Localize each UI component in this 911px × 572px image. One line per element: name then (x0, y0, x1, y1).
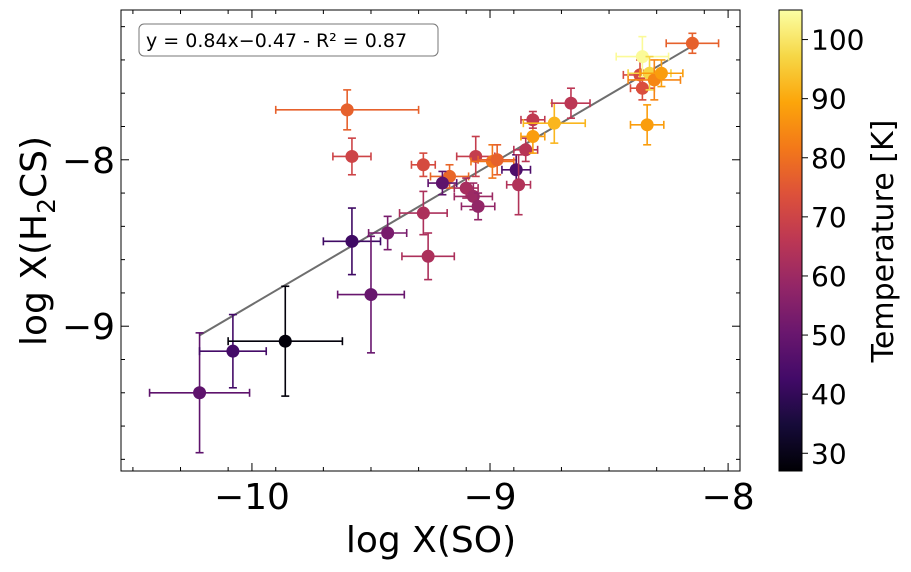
data-point-31 (629, 104, 665, 146)
point-marker (416, 158, 430, 172)
point-marker (635, 81, 649, 95)
data-point-5 (336, 235, 406, 354)
colorbar: 30 40 50 60 70 80 90 100 Temperature [K] (778, 9, 901, 472)
x-tick-label: −9 (463, 477, 516, 518)
data-point-4 (322, 207, 382, 276)
data-point-9 (410, 152, 437, 178)
data-point-34 (665, 32, 720, 55)
fit-legend: y = 0.84x−0.47 - R² = 0.87 (138, 23, 439, 57)
point-marker (193, 386, 207, 400)
point-marker (685, 36, 699, 50)
point-marker (226, 344, 240, 358)
point-marker (364, 288, 378, 302)
y-tick-label: −9 (62, 307, 115, 348)
data-point-8 (332, 137, 372, 176)
point-marker (519, 143, 533, 157)
fit-legend-box (138, 23, 439, 57)
colorbar-tick-label: 50 (811, 319, 847, 352)
point-marker (421, 249, 435, 263)
data-point-32 (627, 59, 682, 101)
colorbar-tick-label: 70 (811, 201, 847, 234)
data-point-6 (367, 215, 408, 251)
colorbar-tick-label: 90 (811, 83, 847, 116)
colorbar-ticks: 30 40 50 60 70 80 90 100 (802, 24, 864, 470)
point-marker (564, 96, 578, 110)
plot-frame (120, 9, 741, 472)
x-tick-label: −8 (702, 477, 755, 518)
colorbar-tick-label: 80 (811, 142, 847, 175)
point-marker (547, 116, 561, 130)
data-point-7 (274, 89, 420, 131)
data-point-17 (460, 192, 496, 221)
colorbar-tick-label: 30 (811, 437, 847, 470)
data-point-3 (227, 285, 344, 397)
data-point-21 (505, 153, 532, 216)
data-point-2 (198, 313, 268, 389)
point-marker (509, 163, 523, 177)
fit-line (199, 45, 693, 337)
point-marker (435, 176, 449, 190)
y-axis-label: log X(H2CS) (14, 136, 61, 346)
data-point-13 (427, 170, 458, 196)
point-marker (640, 118, 654, 132)
point-marker (345, 234, 359, 248)
y-axis: −9 −8 (62, 26, 740, 460)
colorbar-tick-label: 60 (811, 260, 847, 293)
point-marker (526, 113, 540, 127)
colorbar-label: Temperature [K] (866, 120, 901, 364)
point-marker (340, 103, 354, 117)
data-point-11 (398, 190, 448, 236)
point-marker (654, 66, 668, 80)
colorbar-tick-label: 100 (811, 24, 864, 57)
fit-legend-text: y = 0.84x−0.47 - R² = 0.87 (146, 30, 407, 52)
colorbar-tick-label: 40 (811, 378, 847, 411)
point-marker (512, 178, 526, 192)
point-marker (345, 149, 359, 163)
point-marker (490, 153, 504, 167)
x-tick-label: −10 (214, 477, 290, 518)
data-point-10 (401, 232, 456, 281)
y-tick-label: −8 (62, 141, 115, 182)
colorbar-gradient (778, 9, 803, 472)
point-marker (471, 199, 485, 213)
data-point-26 (551, 87, 591, 119)
point-marker (526, 129, 540, 143)
point-marker (635, 50, 649, 64)
data-point-33 (639, 59, 684, 88)
plot-area (148, 32, 720, 454)
point-marker (416, 206, 430, 220)
point-marker (381, 226, 395, 240)
x-axis-label: log X(SO) (346, 520, 516, 561)
x-axis: −10 −9 −8 (132, 10, 755, 518)
point-marker (278, 334, 292, 348)
data-point-24 (520, 110, 546, 129)
data-point-29 (615, 35, 670, 78)
